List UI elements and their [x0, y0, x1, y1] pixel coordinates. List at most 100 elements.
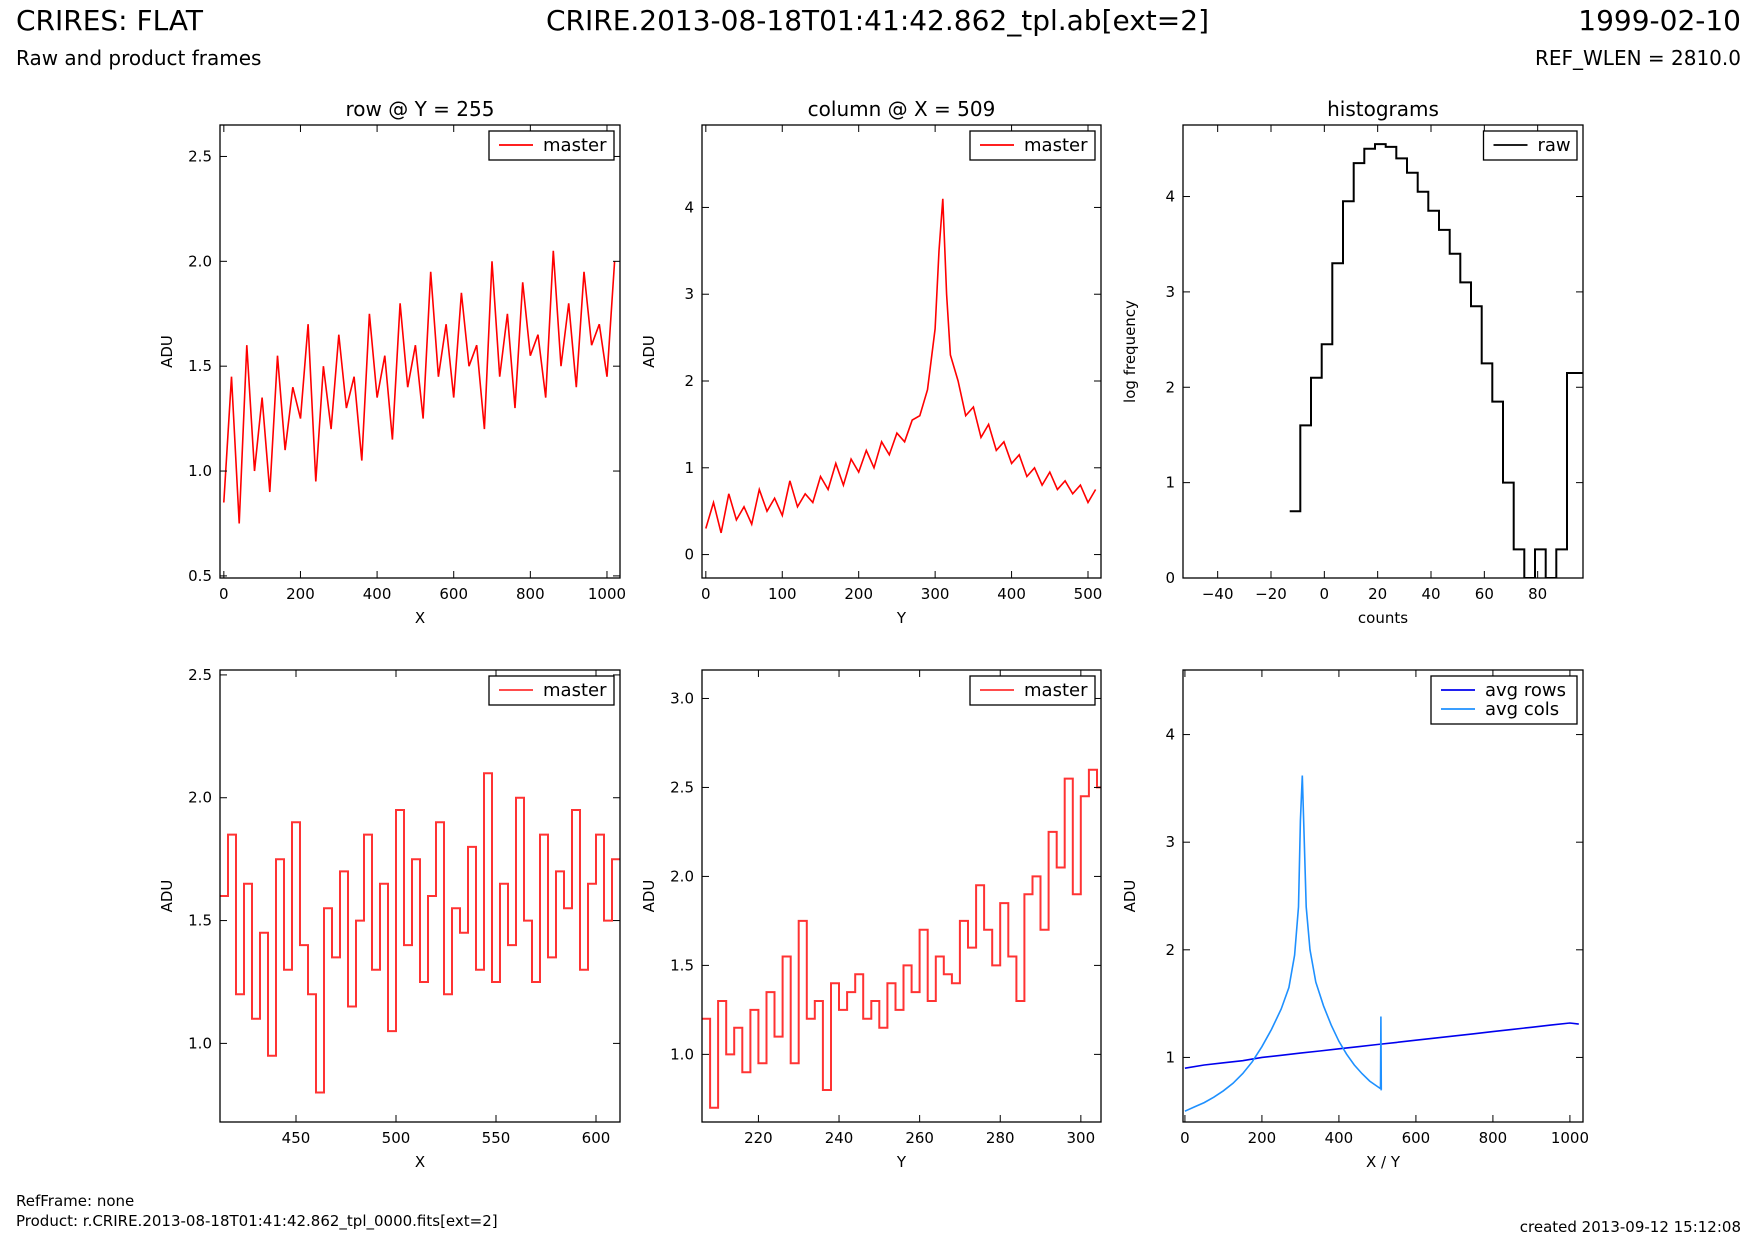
chart-6-legend	[1430, 675, 1578, 725]
chart-4-xtick-label: 500	[382, 1129, 411, 1147]
chart-2-ytick-label: 3	[684, 285, 694, 303]
chart-1-xtick-label: 400	[363, 585, 392, 603]
chart-6-xtick-label: 800	[1479, 1129, 1508, 1147]
chart-3-xtick-label: 80	[1528, 585, 1547, 603]
chart-3-ytick-label: 1	[1165, 474, 1175, 492]
chart-2-ytick-label: 0	[684, 546, 694, 564]
frame-name: CRIRE.2013-08-18T01:41:42.862_tpl.ab[ext…	[545, 4, 1209, 37]
chart-6-xtick-label: 0	[1180, 1129, 1190, 1147]
chart-4: 450 500 550 600 1.0 1.5 2.0 2.5 X ADU master	[158, 666, 621, 1171]
created-timestamp: created 2013-09-12 15:12:08	[1519, 1218, 1741, 1236]
chart-1-ytick-label: 2.0	[188, 252, 212, 270]
chart-4-xtick-label: 550	[482, 1129, 511, 1147]
chart-6-ytick-label: 2	[1165, 941, 1175, 959]
chart-5-ytick-label: 3.0	[670, 689, 694, 707]
chart-3-xtick-label: −20	[1255, 585, 1287, 603]
chart-5-xtick-label: 240	[825, 1129, 854, 1147]
chart-6-frame	[1182, 669, 1584, 1123]
chart-3-xlabel: counts	[1358, 609, 1408, 627]
chart-4-ytick-label: 1.5	[188, 912, 212, 930]
chart-4-xtick-label: 450	[282, 1129, 311, 1147]
chart-6-series-1-line	[1184, 1022, 1579, 1069]
chart-6-xtick-label: 600	[1402, 1129, 1431, 1147]
chart-2-xtick-label: 300	[921, 585, 950, 603]
chart-4-xtick-label: 600	[582, 1129, 611, 1147]
chart-4-ytick-label: 2.5	[188, 666, 212, 684]
chart-1-xlabel: X	[415, 609, 425, 627]
chart-1-legend-label: master	[543, 135, 607, 156]
chart-3-xtick-label: 60	[1475, 585, 1494, 603]
chart-1-ytick-label: 0.5	[188, 567, 212, 585]
chart-1-xtick-label: 600	[439, 585, 468, 603]
chart-4-ytick-label: 1.0	[188, 1034, 212, 1052]
chart-5-ytick-label: 1.5	[670, 956, 694, 974]
chart-6-ytick-label: 4	[1165, 726, 1175, 744]
chart-5: 220 240 260 280 300 1.0 1.5 2.0 2.5 3.0 Y ADU master	[640, 669, 1102, 1171]
chart-5-ytick-label: 2.0	[670, 867, 694, 885]
chart-6-xtick-label: 200	[1248, 1129, 1277, 1147]
chart-3-xtick-label: 40	[1421, 585, 1440, 603]
chart-2-xtick-label: 500	[1074, 585, 1103, 603]
chart-6-xtick-label: 1000	[1551, 1129, 1589, 1147]
chart-2-xtick-label: 100	[768, 585, 797, 603]
chart-3-legend-label: raw	[1538, 135, 1571, 156]
chart-2-ytick-label: 1	[684, 459, 694, 477]
chart-4-legend-label: master	[543, 680, 607, 701]
chart-5-legend-label: master	[1024, 680, 1088, 701]
chart-5-xtick-label: 280	[986, 1129, 1015, 1147]
chart-6-xtick-label: 400	[1325, 1129, 1354, 1147]
chart-1-frame	[219, 124, 621, 579]
chart-3-frame	[1182, 124, 1584, 579]
chart-5-xtick-label: 300	[1067, 1129, 1096, 1147]
chart-5-xtick-label: 220	[744, 1129, 773, 1147]
chart-5-ylabel: ADU	[640, 880, 658, 913]
chart-2-series-1-line	[705, 198, 1097, 534]
chart-2-xlabel: Y	[896, 609, 907, 627]
chart-5-series-1-line	[702, 768, 1101, 1109]
chart-3-xtick-label: −40	[1202, 585, 1234, 603]
chart-1-xtick-label: 800	[516, 585, 545, 603]
chart-3-ytick-label: 3	[1165, 283, 1175, 301]
chart-6: 0 200 400 600 800 1000 1 2 3 4 X / Y ADU avg rowsavg…	[1121, 669, 1589, 1171]
chart-1-title: row @ Y = 255	[346, 97, 495, 121]
chart-4-xlabel: X	[415, 1153, 425, 1171]
chart-2-frame	[701, 124, 1102, 579]
chart-6-ytick-label: 3	[1165, 833, 1175, 851]
chart-1: 0 200 400 600 800 1000 0.5 1.0 1.5 2.0 2.5 row @ Y …	[158, 97, 626, 627]
chart-2-xtick-label: 400	[997, 585, 1026, 603]
chart-6-legend-label: avg rows	[1485, 680, 1566, 701]
reference-wavelength: REF_WLEN = 2810.0	[1534, 46, 1741, 70]
chart-6-series-2-line	[1184, 775, 1383, 1112]
observation-date: 1999-02-10	[1578, 4, 1741, 37]
chart-3: −40 −20 0 20 40 60 80 0 1 2 3 4 histograms counts log …	[1121, 97, 1584, 627]
chart-6-legend-label: avg cols	[1485, 699, 1559, 720]
chart-2-legend-label: master	[1024, 135, 1088, 156]
chart-1-ytick-label: 1.5	[188, 357, 212, 375]
chart-3-ytick-label: 0	[1165, 569, 1175, 587]
chart-4-series-1-line	[220, 772, 620, 1094]
chart-5-frame	[701, 669, 1102, 1123]
chart-5-ytick-label: 1.0	[670, 1045, 694, 1063]
chart-1-ytick-label: 2.5	[188, 147, 212, 165]
chart-2-xtick-label: 200	[844, 585, 873, 603]
page-subtitle: Raw and product frames	[16, 46, 262, 70]
chart-1-xtick-label: 1000	[588, 585, 626, 603]
chart-2: 0 100 200 300 400 500 0 1 2 3 4 column @ X = 509 Y AD…	[640, 97, 1102, 627]
chart-1-xtick-label: 200	[286, 585, 315, 603]
chart-4-ylabel: ADU	[158, 880, 176, 913]
chart-2-ytick-label: 4	[684, 198, 694, 216]
chart-4-ytick-label: 2.0	[188, 789, 212, 807]
chart-3-ytick-label: 4	[1165, 188, 1175, 206]
chart-4-frame	[219, 669, 621, 1123]
chart-3-xtick-label: 20	[1368, 585, 1387, 603]
chart-1-ylabel: ADU	[158, 335, 176, 368]
chart-2-ytick-label: 2	[684, 372, 694, 390]
chart-2-xtick-label: 0	[701, 585, 711, 603]
chart-3-xtick-label: 0	[1320, 585, 1330, 603]
chart-6-ytick-label: 1	[1165, 1048, 1175, 1066]
chart-5-ytick-label: 2.5	[670, 778, 694, 796]
chart-5-xtick-label: 260	[905, 1129, 934, 1147]
chart-2-ylabel: ADU	[640, 335, 658, 368]
chart-5-xlabel: Y	[896, 1153, 907, 1171]
chart-1-ytick-label: 1.0	[188, 462, 212, 480]
